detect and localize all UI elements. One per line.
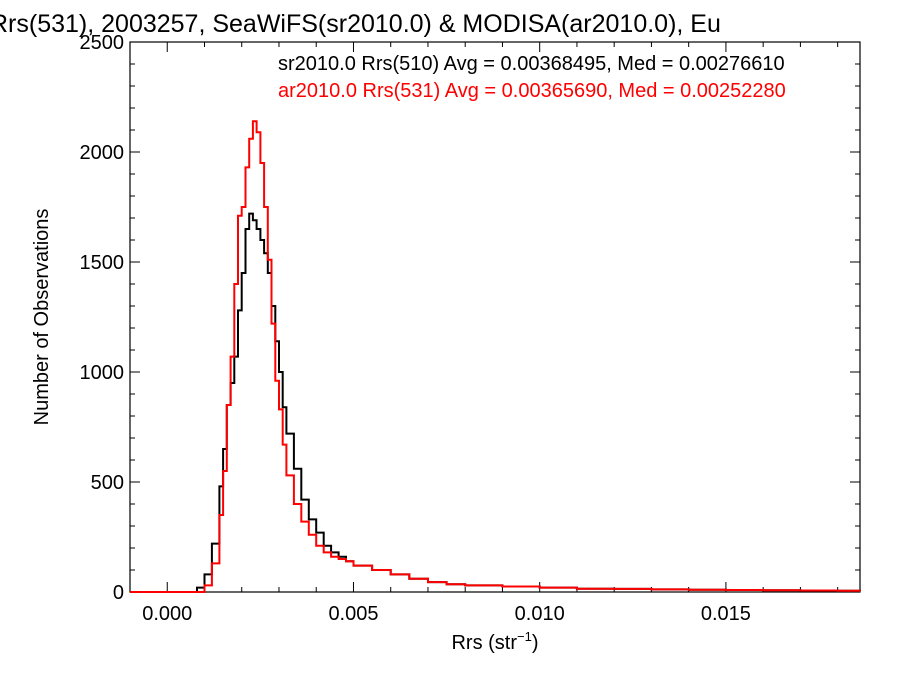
x-tick-label: 0.000 <box>142 603 192 625</box>
x-tick-label: 0.015 <box>701 603 751 625</box>
plot-frame <box>129 41 861 593</box>
legend-entry-ar2010: ar2010.0 Rrs(531) Avg = 0.00365690, Med … <box>278 80 786 102</box>
x-axis-label-close: ) <box>532 632 539 654</box>
series-group <box>130 120 861 593</box>
axis-ticks <box>129 41 860 593</box>
y-tick-label: 2000 <box>80 142 125 164</box>
series-line-ar2010 <box>130 120 861 593</box>
y-tick-label: 500 <box>91 472 124 494</box>
legend-entry-sr2010: sr2010.0 Rrs(510) Avg = 0.00368495, Med … <box>278 53 785 75</box>
x-axis-label: Rrs (str−1) <box>451 629 538 654</box>
x-axis-label-superscript: −1 <box>517 629 532 644</box>
x-tick-label: 0.005 <box>328 603 378 625</box>
y-tick-label: 0 <box>113 582 124 604</box>
series-line-sr2010 <box>130 212 861 593</box>
x-tick-label: 0.010 <box>515 603 565 625</box>
y-axis-label: Number of Observations <box>31 209 53 426</box>
chart-title: Rrs(531), 2003257, SeaWiFS(sr2010.0) & M… <box>0 10 721 38</box>
x-axis-label-main: Rrs (str <box>451 632 517 654</box>
y-tick-label: 2500 <box>80 32 125 54</box>
tick-labels: 0.000 0.005 0.010 0.015 0 500 1000 1500 2000 2500 <box>80 32 751 625</box>
y-tick-label: 1000 <box>80 362 125 384</box>
y-tick-label: 1500 <box>80 252 125 274</box>
